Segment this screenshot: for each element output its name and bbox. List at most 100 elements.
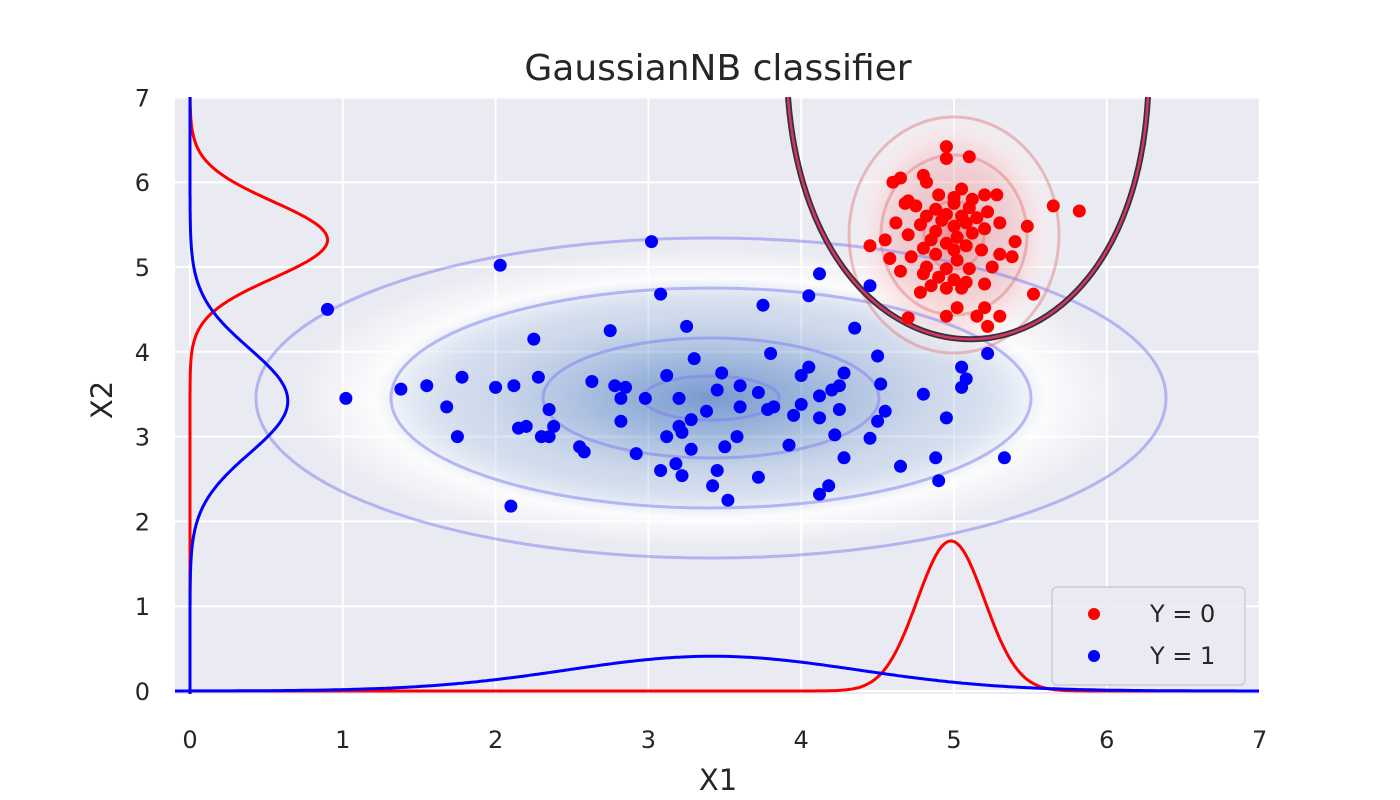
legend-label-y0: Y = 0 xyxy=(1149,600,1215,628)
point-y0 xyxy=(981,205,995,219)
y-tick-label: 6 xyxy=(135,169,150,197)
point-y1 xyxy=(710,464,724,477)
point-y0 xyxy=(909,199,923,213)
legend-marker-y0 xyxy=(1088,608,1100,620)
point-y1 xyxy=(455,370,469,384)
point-y0 xyxy=(894,264,907,278)
point-y0 xyxy=(1008,235,1022,249)
point-y1 xyxy=(638,391,652,405)
point-y0 xyxy=(939,281,953,295)
point-y0 xyxy=(916,267,930,281)
point-y0 xyxy=(939,140,953,154)
point-y0 xyxy=(978,301,992,315)
point-y1 xyxy=(733,400,747,414)
point-y0 xyxy=(981,319,995,333)
point-y1 xyxy=(493,258,507,272)
point-y1 xyxy=(894,459,907,473)
legend: Y = 0 Y = 1 xyxy=(1051,586,1246,686)
point-y1 xyxy=(512,421,525,435)
point-y1 xyxy=(420,379,434,393)
point-y1 xyxy=(339,391,353,405)
point-y0 xyxy=(962,262,976,276)
point-y1 xyxy=(585,375,599,388)
y-tick-label: 2 xyxy=(135,508,150,536)
point-y1 xyxy=(981,347,995,360)
point-y1 xyxy=(660,430,674,444)
x-tick-label: 1 xyxy=(335,726,350,754)
point-y1 xyxy=(527,332,541,346)
point-y1 xyxy=(394,382,408,396)
x-tick-label: 4 xyxy=(794,726,809,754)
class-0-contour xyxy=(847,115,1061,355)
point-y0 xyxy=(950,253,964,267)
point-y1 xyxy=(878,404,892,418)
point-y0 xyxy=(959,216,973,230)
point-y0 xyxy=(962,201,976,215)
class-1-contour xyxy=(389,286,1033,510)
point-y0 xyxy=(901,311,915,325)
point-y0 xyxy=(1046,199,1060,213)
x-tick-label: 7 xyxy=(1252,726,1267,754)
point-y0 xyxy=(970,211,984,225)
point-y0 xyxy=(1072,204,1086,218)
point-y1 xyxy=(730,430,744,444)
point-y1 xyxy=(654,287,668,301)
point-y1 xyxy=(813,389,826,403)
x-tick-label: 5 xyxy=(946,726,961,754)
point-y1 xyxy=(871,349,885,363)
point-y0 xyxy=(985,260,999,274)
point-y1 xyxy=(863,431,877,445)
point-y1 xyxy=(700,404,713,418)
point-y1 xyxy=(929,451,943,465)
point-y1 xyxy=(832,379,846,393)
blue-y-density-curve xyxy=(188,97,290,694)
legend-label-y1: Y = 1 xyxy=(1149,642,1215,670)
point-y0 xyxy=(947,219,961,233)
point-y1 xyxy=(848,321,862,335)
decision-boundary xyxy=(786,97,1150,341)
point-y1 xyxy=(751,470,765,484)
point-y1 xyxy=(684,442,698,456)
point-y1 xyxy=(813,487,826,501)
point-y1 xyxy=(767,400,781,414)
point-y0 xyxy=(993,216,1007,230)
point-y1 xyxy=(828,428,842,442)
point-y1 xyxy=(955,360,969,374)
point-y1 xyxy=(751,386,765,399)
point-y1 xyxy=(822,479,836,493)
y-tick-label: 7 xyxy=(135,84,150,112)
point-y1 xyxy=(782,438,796,452)
y-tick-label: 4 xyxy=(135,339,150,367)
point-y1 xyxy=(680,319,694,333)
point-y1 xyxy=(787,408,801,422)
point-y1 xyxy=(733,379,747,393)
point-y1 xyxy=(321,302,334,316)
point-y1 xyxy=(932,474,946,488)
point-y1 xyxy=(603,324,617,338)
legend-marker-y1 xyxy=(1088,650,1100,662)
point-y0 xyxy=(889,216,903,230)
point-y1 xyxy=(837,451,851,465)
x-tick-label: 6 xyxy=(1099,726,1114,754)
point-y1 xyxy=(672,391,686,405)
point-y1 xyxy=(710,383,724,397)
point-y0 xyxy=(1027,287,1040,301)
y-tick-label: 0 xyxy=(135,678,150,706)
point-y1 xyxy=(547,419,561,433)
point-y1 xyxy=(939,411,953,425)
point-y0 xyxy=(965,226,979,240)
point-y0 xyxy=(932,270,946,284)
point-y0 xyxy=(975,243,988,257)
point-y1 xyxy=(718,440,732,454)
point-y1 xyxy=(764,347,778,360)
point-y0 xyxy=(978,222,992,236)
point-y0 xyxy=(955,182,969,196)
point-y0 xyxy=(962,150,976,164)
point-y1 xyxy=(813,267,826,281)
point-y1 xyxy=(504,499,518,513)
point-y1 xyxy=(687,352,701,366)
point-y0 xyxy=(878,233,892,247)
point-y1 xyxy=(721,493,735,507)
point-y1 xyxy=(871,414,885,428)
